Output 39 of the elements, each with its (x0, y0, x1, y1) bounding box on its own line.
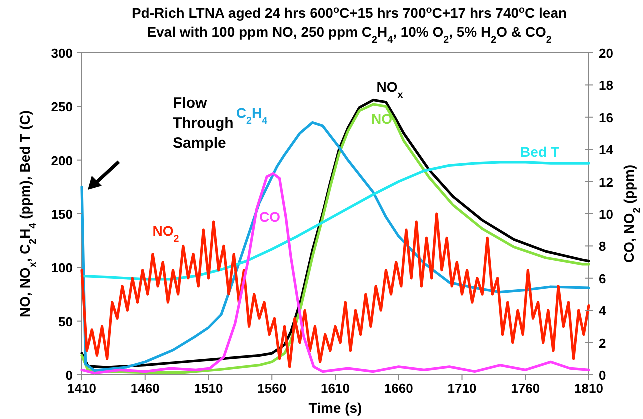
line-series (80, 172, 590, 375)
line-series (80, 212, 590, 368)
x-tick-label: 1760 (511, 381, 540, 396)
y-tick-label: 0 (66, 368, 73, 383)
y-tick-label: 300 (51, 46, 73, 61)
y-tick-label: 100 (51, 260, 73, 276)
chart-title: Pd-Rich LTNA aged 24 hrs 600$^{o}$C+15 hrs 700$^{o}$C+17 hrs 740$^{o}$C lean (132, 4, 568, 21)
x-tick-label: 1610 (321, 381, 350, 396)
y2-tick-label: 10 (599, 207, 614, 222)
series-label: NO (372, 111, 393, 127)
y2-tick-label: 20 (599, 46, 614, 61)
x-tick-label: 1510 (194, 381, 224, 396)
y-tick-label: 150 (51, 207, 73, 222)
y2-tick-label: 2 (599, 336, 606, 351)
y-tick-label: 250 (51, 100, 73, 115)
y2-tick-label: 14 (599, 142, 614, 158)
y-tick-label: 200 (51, 153, 73, 168)
series-label: NO$_{2}$ (152, 223, 180, 244)
annotation: Flow Through Sample (173, 95, 234, 152)
y2-tick-label: 6 (599, 271, 606, 286)
x-tick-label: 1660 (384, 381, 414, 396)
text: C$_{2}$H$_{4}$ (236, 105, 268, 126)
x-tick-label: 1710 (448, 381, 477, 396)
y2-tick-label: 0 (599, 368, 606, 383)
x-tick-label: 1810 (574, 381, 604, 396)
text: Eval with 100 ppm NO, 250 ppm C$_{2}$H$_{4}$, 10% O$_{2}$, 5% H$_{2}$O & CO$_{2}$ (147, 24, 552, 46)
series-label: Bed T (520, 144, 560, 160)
x-axis-title: Time (s) (308, 400, 362, 416)
y2-tick-label: 8 (599, 239, 606, 254)
y2-tick-label: 4 (599, 304, 607, 319)
y2-tick-label: 18 (599, 78, 614, 94)
series-label: CO (260, 209, 281, 225)
y2-tick-label: 12 (599, 174, 614, 190)
x-tick-label: 1460 (130, 381, 160, 396)
x-tick-label: 1410 (68, 381, 96, 396)
y2-tick-label: 16 (599, 110, 614, 126)
y-tick-label: 50 (58, 314, 73, 330)
series-label: NO$_{x}$ (376, 79, 404, 100)
x-tick-label: 1560 (258, 381, 287, 396)
